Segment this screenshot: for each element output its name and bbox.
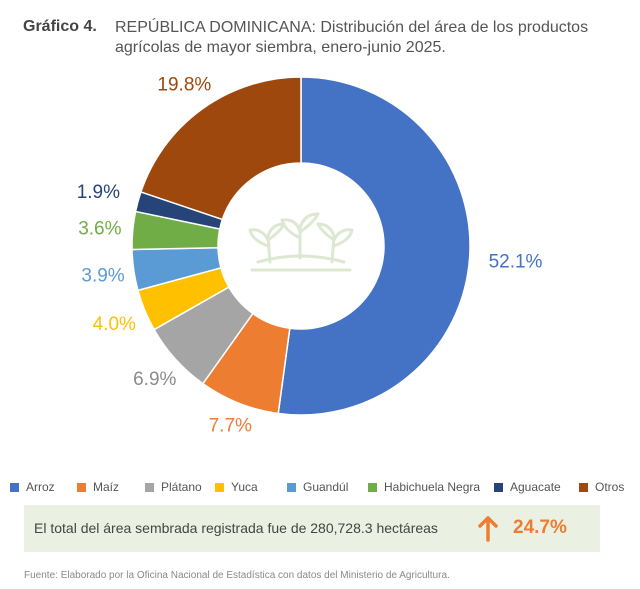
data-label-arroz: 52.1% [489,252,543,273]
data-label-aguacate: 1.9% [77,182,120,203]
legend-label: Arroz [26,480,55,494]
legend-item-habichuela-negra: Habichuela Negra [368,480,480,494]
data-label-yuca: 4.0% [93,314,136,335]
data-label-maíz: 7.7% [209,415,252,436]
legend-swatch [10,482,19,492]
legend-label: Habichuela Negra [384,480,481,494]
slice-arroz [277,76,471,416]
legend-swatch [215,482,224,492]
legend-item-maíz: Maíz [77,480,119,494]
arrow-up-icon [478,516,498,542]
source-note: Fuente: Elaborado por la Oficina Naciona… [24,570,450,581]
chart-title-text: REPÚBLICA DOMINICANA: Distribución del á… [115,19,589,56]
data-label-plátano: 6.9% [133,369,176,390]
data-label-habichuela-negra: 3.6% [78,218,121,239]
legend-item-yuca: Yuca [215,480,258,494]
legend-label: Aguacate [510,480,561,494]
summary-text: El total del área sembrada registrada fu… [34,520,438,536]
data-label-guandúl: 3.9% [81,266,124,287]
legend-label: Plátano [161,480,202,494]
legend-swatch [579,482,588,492]
legend-item-aguacate: Aguacate [494,480,561,494]
legend-label: Maíz [93,480,120,494]
plants-icon [248,212,354,272]
legend-swatch [494,482,503,492]
legend-label: Yuca [231,480,258,494]
legend-item-plátano: Plátano [145,480,202,494]
change-value: 24.7% [513,517,567,538]
legend-item-guandúl: Guandúl [287,480,348,494]
data-labels: 52.1% 7.7% 6.9% 4.0% 3.9% 3.6% 1.9% 19.8% [77,75,543,437]
legend: Arroz Maíz Plátano Yuca Guandúl Habichuela Ne… [10,480,635,496]
slice-otros [139,76,302,221]
chart-number: Gráfico 4. [23,18,97,35]
legend-item-arroz: Arroz [10,480,55,494]
legend-swatch [368,482,377,492]
legend-swatch [287,482,296,492]
legend-label: Guandúl [303,480,349,494]
legend-label: Otros [595,480,625,494]
slices [131,76,471,416]
legend-item-otros: Otros [579,480,624,494]
legend-swatch [145,482,154,492]
donut-chart: 52.1% 7.7% 6.9% 4.0% 3.9% 3.6% 1.9% 19.8% [77,75,543,437]
summary-box: El total del área sembrada registrada fu… [24,505,600,552]
data-label-otros: 19.8% [157,75,211,96]
legend-swatch [77,482,86,492]
